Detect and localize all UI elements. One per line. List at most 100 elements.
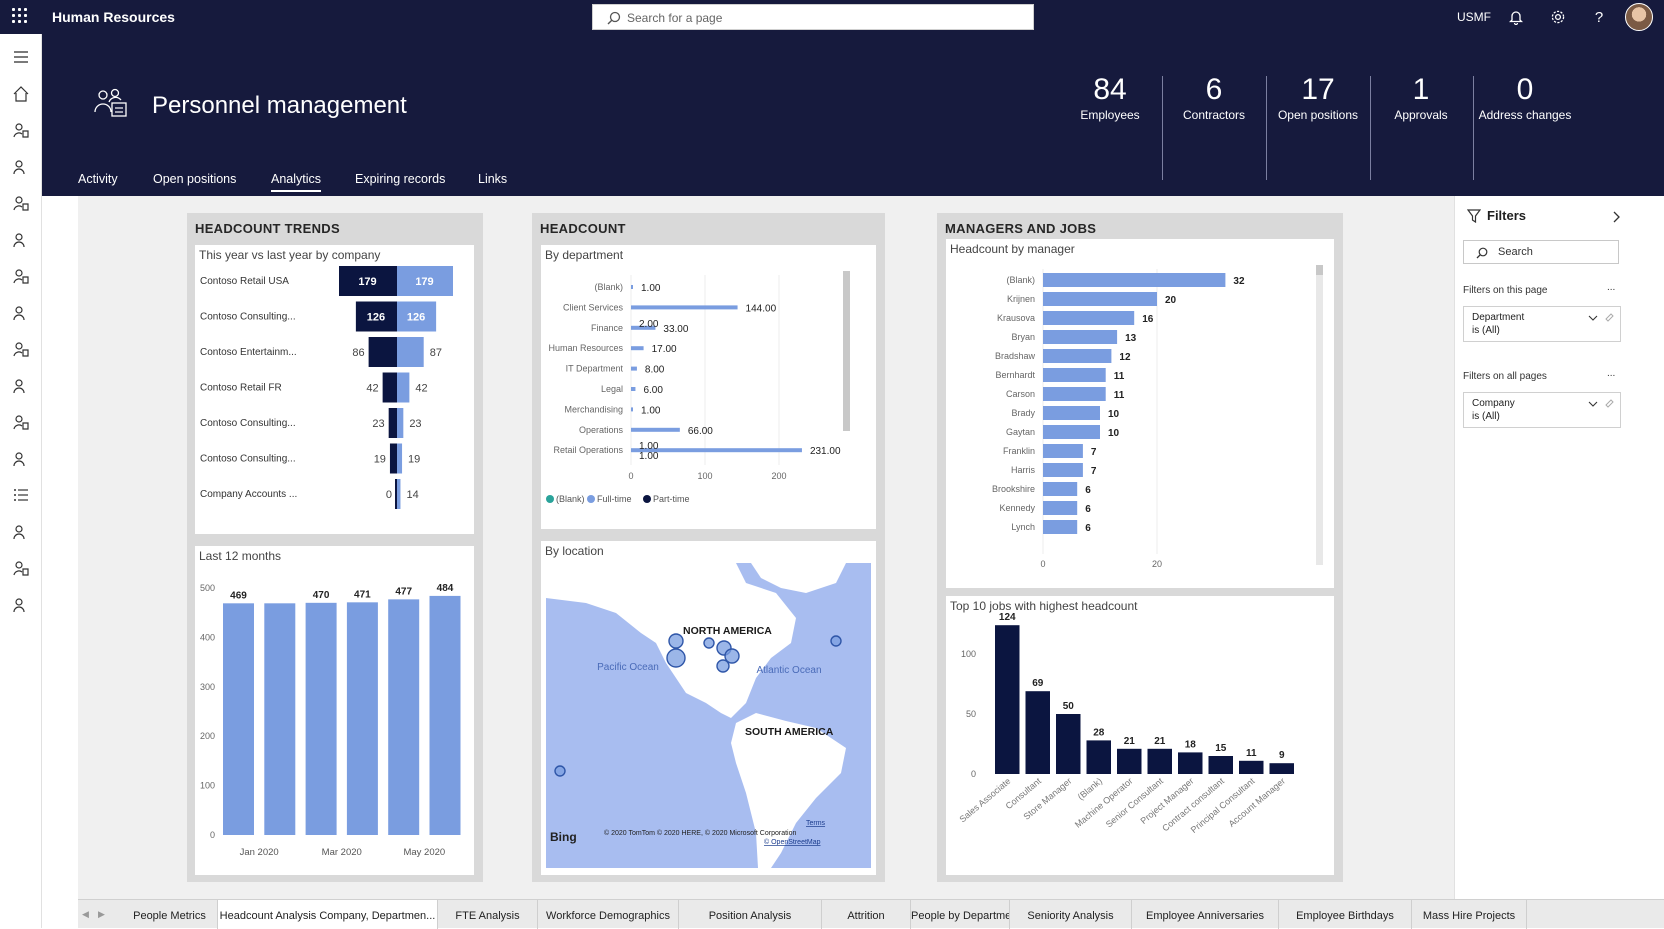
org-icon[interactable] — [12, 523, 30, 541]
legend-label: Full-time — [597, 494, 632, 504]
report-tab[interactable]: Seniority Analysis — [1010, 900, 1132, 929]
category-label: Human Resources — [548, 343, 623, 353]
home-icon[interactable] — [12, 85, 30, 103]
kpi-tile[interactable]: 17 Open positions — [1266, 72, 1370, 123]
filters-search-input[interactable]: Search — [1463, 240, 1619, 264]
data-label: 11 — [1246, 748, 1257, 759]
icon-head — [15, 451, 23, 460]
clipboard-icon[interactable] — [12, 231, 30, 249]
icon-head — [15, 378, 23, 387]
icon-body — [13, 276, 29, 284]
report-tab[interactable]: Headcount Analysis Company, Departmen... — [218, 900, 438, 929]
tab-links[interactable]: Links — [478, 172, 508, 186]
jobs-chart-card[interactable]: Top 10 jobs with highest headcount 0 50 10… — [946, 596, 1334, 875]
kpi-tile[interactable]: 0 Address changes — [1473, 72, 1577, 123]
data-label: 484 — [437, 583, 454, 594]
bell-icon[interactable] — [1507, 8, 1525, 26]
report-tab[interactable]: Mass Hire Projects — [1412, 900, 1527, 929]
category-label: Contoso Consulting... — [200, 454, 296, 465]
company-selector[interactable]: USMF — [1457, 10, 1491, 24]
tab-activity[interactable]: Activity — [78, 172, 118, 186]
recruit-icon[interactable] — [12, 158, 30, 176]
icon-body — [13, 130, 29, 138]
app-launcher-icon[interactable] — [12, 8, 30, 26]
filter-value: is (All) — [1472, 411, 1500, 422]
monthly-headcount-chart[interactable]: 0 100 200 300 400 500 469 470 471 477 484 Jan 2020 M… — [195, 546, 474, 875]
kpi-tile[interactable]: 1 Approvals — [1369, 72, 1473, 123]
kpi-label: Employees — [1080, 108, 1140, 122]
data-label: 471 — [354, 589, 371, 600]
kpi-tile[interactable]: 84 Employees — [1058, 72, 1162, 123]
search-icon — [1476, 247, 1488, 259]
report-page-tabs: ◀ ▶ People Metrics Headcount Analysis Com… — [78, 899, 1664, 929]
data-label: 477 — [395, 586, 412, 597]
manager-chart-card[interactable]: Headcount by manager 0 20 (Blank) 32 Krijnen… — [946, 239, 1334, 588]
tag-icon[interactable] — [12, 596, 30, 614]
location-map-card[interactable]: By location NORTH AMERICA SOUTH AMERICA Pa… — [541, 541, 876, 875]
workers-icon[interactable] — [12, 194, 30, 212]
search-input[interactable]: Search for a page — [592, 4, 1034, 30]
person-icon[interactable] — [12, 267, 30, 285]
more-options-icon[interactable]: ... — [1607, 368, 1616, 379]
company-comparison-chart[interactable]: Contoso Retail USA 179 179 Contoso Consulti… — [195, 245, 474, 534]
tab-scroll-right-icon[interactable]: ▶ — [98, 909, 105, 919]
company-chart-card[interactable]: This year vs last year by company Contos… — [195, 245, 474, 534]
department-filter-card[interactable]: Department is (All) — [1463, 306, 1621, 342]
hierarchy-icon[interactable] — [12, 559, 30, 577]
filters-on-page-label: Filters on this page — [1463, 285, 1548, 296]
y-tick-label: 0 — [971, 769, 976, 779]
eraser-icon[interactable] — [1605, 313, 1614, 322]
chevron-down-icon[interactable] — [1588, 401, 1598, 407]
location-map[interactable]: NORTH AMERICA SOUTH AMERICA Pacific Ocean A… — [546, 563, 871, 868]
tab-scroll-left-icon[interactable]: ◀ — [82, 909, 89, 919]
list-icon[interactable] — [12, 486, 30, 504]
people-icon[interactable] — [12, 121, 30, 139]
help-icon[interactable]: ? — [1594, 8, 1604, 26]
category-label: Brady — [1011, 408, 1035, 418]
id-card-icon[interactable] — [12, 377, 30, 395]
tab-expiring-records[interactable]: Expiring records — [355, 172, 446, 186]
report-tab[interactable]: Attrition — [822, 900, 911, 929]
menu-icon[interactable] — [12, 48, 30, 66]
report-tab[interactable]: Employee Birthdays — [1279, 900, 1412, 929]
map-label: SOUTH AMERICA — [745, 726, 834, 738]
report-tab[interactable]: People by Department — [911, 900, 1010, 929]
more-options-icon[interactable]: ... — [1607, 282, 1616, 293]
report-tab[interactable]: Workforce Demographics — [538, 900, 679, 929]
workflow-icon[interactable] — [12, 413, 30, 431]
waffle-dot — [24, 14, 27, 17]
company-filter-card[interactable]: Company is (All) — [1463, 392, 1621, 428]
search-icon — [607, 11, 621, 25]
months-chart-card[interactable]: Last 12 months 0 100 200 300 400 500 469 470 471… — [195, 546, 474, 875]
eraser-icon[interactable] — [1605, 399, 1614, 408]
report-tab[interactable]: FTE Analysis — [438, 900, 538, 929]
bar-this-year — [396, 408, 404, 438]
tab-open-positions[interactable]: Open positions — [153, 172, 237, 186]
kpi-tile[interactable]: 6 Contractors — [1162, 72, 1266, 123]
chevron-down-icon[interactable] — [1588, 315, 1598, 321]
kpi-value: 6 — [1205, 73, 1223, 106]
department-chart[interactable]: 0 100 200 (Blank) 1.00 Client Services 144.00 F… — [541, 245, 876, 529]
data-label: 1.00 — [641, 283, 661, 294]
avatar[interactable] — [1625, 3, 1653, 31]
chevron-right-icon[interactable] — [1612, 211, 1620, 223]
gear-icon[interactable] — [1549, 8, 1567, 26]
department-chart-card[interactable]: By department 0 100 200 (Blank) 1.00 Client S… — [541, 245, 876, 529]
data-label: 6 — [1085, 523, 1091, 534]
bar-this-year — [396, 443, 403, 474]
report-tab[interactable]: Position Analysis — [679, 900, 822, 929]
report-tab[interactable]: Employee Anniversaries — [1132, 900, 1279, 929]
document-icon[interactable] — [12, 304, 30, 322]
document-icon[interactable] — [12, 340, 30, 358]
icon-body — [13, 313, 25, 320]
report-icon[interactable] — [12, 450, 30, 468]
job-bar — [1178, 752, 1203, 774]
category-label: Contoso Entertainm... — [200, 347, 297, 358]
tab-analytics[interactable]: Analytics — [271, 172, 322, 192]
data-label: 11 — [1114, 390, 1125, 401]
bar-this-year — [396, 479, 401, 509]
category-label: Contoso Retail USA — [200, 276, 289, 287]
manager-chart[interactable]: 0 20 (Blank) 32 Krijnen 20 Krausova 16 Bryan 13 Br… — [946, 239, 1334, 588]
report-tab[interactable]: People Metrics — [122, 900, 218, 929]
